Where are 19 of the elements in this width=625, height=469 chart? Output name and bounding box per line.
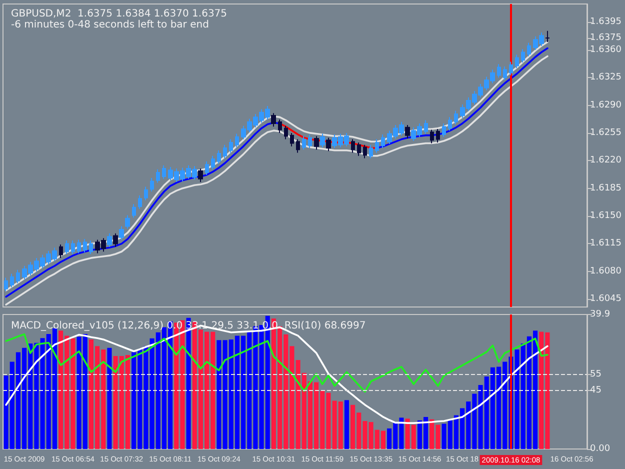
y-tick-label: 1.6395: [590, 17, 622, 28]
y-tick-label: 1.6360: [590, 44, 622, 55]
y-tick-label: 1.6290: [590, 100, 622, 110]
chart-title: GBPUSD,M2 1.6375 1.6384 1.6370 1.6375: [11, 8, 228, 20]
y-tick-label: 1.6115: [590, 238, 622, 249]
y-tick-label: 0.00: [590, 444, 610, 454]
y-tick-label: 1.6185: [590, 183, 622, 194]
y-tick-label: 1.6045: [590, 294, 622, 304]
y-tick-label: 1.6080: [590, 266, 622, 276]
y-tick-label: 39.9: [590, 310, 610, 320]
text: MACD_Colored_v105 (12,26,9) 0.0 33.1 29.5 33.1 0.0 RSI(10) 68.6997: [11, 320, 366, 332]
y-tick-label: 1.6255: [590, 128, 622, 138]
y-tick-label: 1.6325: [590, 72, 622, 83]
text: -6 minutes 0-48 seconds left to bar end: [11, 20, 209, 30]
y-tick-label: 1.6220: [590, 156, 622, 166]
y-tick-label: 1.6150: [590, 211, 622, 222]
y2-tick-label: 45: [590, 385, 602, 396]
y2-tick-label: 55: [590, 369, 602, 380]
y-tick-label: 1.6375: [590, 33, 622, 44]
